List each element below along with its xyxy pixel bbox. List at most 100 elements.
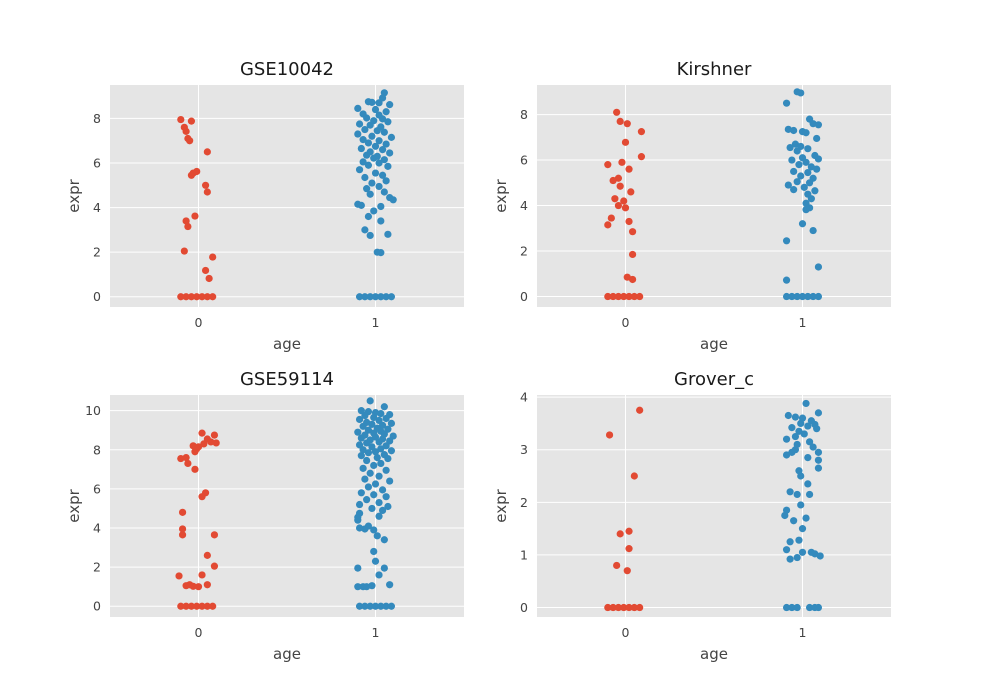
data-point [782, 276, 791, 284]
data-point [368, 132, 376, 140]
data-point [375, 472, 383, 480]
plot-area [537, 85, 891, 307]
series-group-1 [781, 399, 824, 612]
data-point [786, 143, 794, 152]
data-point [628, 275, 637, 284]
plot-area [110, 85, 464, 307]
data-point [814, 121, 823, 129]
data-point [368, 98, 376, 106]
data-point [193, 602, 201, 610]
data-point [616, 117, 624, 125]
data-point [387, 293, 396, 301]
data-point [187, 117, 196, 125]
data-point [177, 293, 185, 301]
data-point [377, 202, 385, 211]
data-point [355, 524, 364, 532]
data-point [788, 424, 796, 432]
data-point [354, 564, 362, 572]
chart-title: GSE59114 [240, 369, 334, 390]
data-point [354, 583, 362, 591]
data-point [210, 562, 219, 570]
y-tick-label: 4 [93, 200, 101, 215]
x-tick-label: 0 [622, 625, 630, 640]
x-axis-label: age [700, 645, 728, 663]
data-point [607, 214, 615, 222]
data-point [382, 140, 390, 148]
data-point [178, 531, 187, 539]
data-point [198, 293, 206, 301]
data-point [368, 504, 376, 513]
data-point [790, 126, 798, 135]
data-point [366, 231, 374, 240]
subplot-1: 0 2 4 6 8 0 1 GSE10042 age expr [65, 59, 464, 353]
y-tick-label: 3 [520, 442, 528, 457]
data-point [614, 603, 623, 612]
data-point [795, 427, 803, 435]
data-point [182, 602, 190, 610]
data-point [354, 516, 362, 524]
y-tick-label: 4 [520, 198, 528, 213]
data-point [805, 179, 814, 187]
chart-title: Grover_c [674, 369, 754, 390]
data-point [387, 602, 396, 610]
data-point [790, 167, 798, 176]
series-group-0 [604, 406, 644, 612]
data-point [804, 168, 812, 177]
data-point [623, 567, 631, 575]
data-point [628, 228, 637, 236]
data-point [363, 456, 371, 465]
data-point [375, 182, 383, 191]
data-point [636, 292, 644, 301]
data-point [189, 582, 197, 590]
data-point [198, 493, 206, 501]
data-point [194, 583, 203, 591]
data-point [177, 602, 185, 610]
data-point [357, 489, 365, 497]
data-point [616, 530, 624, 538]
data-point [630, 603, 638, 612]
data-point [178, 525, 187, 533]
data-point [805, 490, 814, 499]
data-point [354, 104, 362, 113]
data-point [811, 187, 819, 195]
data-point [814, 603, 823, 612]
data-point [359, 136, 367, 144]
data-point [370, 413, 378, 422]
y-tick-label: 0 [520, 289, 528, 304]
data-point [363, 185, 371, 193]
data-point [793, 553, 801, 562]
data-point [184, 222, 192, 231]
data-point [378, 115, 387, 123]
data-point [814, 263, 823, 271]
data-point [191, 465, 199, 473]
data-point [386, 149, 394, 157]
data-point [384, 502, 392, 511]
data-point [191, 212, 199, 220]
data-point [625, 545, 633, 553]
data-point [795, 536, 803, 544]
data-point [793, 292, 801, 301]
chart-title: GSE10042 [240, 59, 334, 80]
subplot-3: 0 2 4 6 8 10 0 1 GSE59114 age expr [65, 369, 464, 663]
data-point [813, 425, 821, 433]
x-tick-label: 1 [372, 315, 380, 330]
data-point [807, 195, 815, 203]
data-point [604, 603, 612, 612]
data-point [387, 133, 396, 141]
data-point [375, 498, 383, 507]
data-point [370, 526, 378, 534]
data-point [209, 253, 217, 261]
y-axis-label: expr [492, 488, 510, 522]
data-point [809, 292, 817, 301]
data-point [804, 292, 812, 301]
data-point [386, 101, 394, 109]
data-point [380, 564, 388, 572]
data-point [198, 571, 206, 579]
data-point [361, 525, 369, 533]
data-point [793, 603, 801, 612]
data-point [180, 247, 188, 255]
data-point [187, 293, 196, 301]
data-point [368, 582, 376, 590]
data-point [184, 459, 192, 468]
data-point [359, 158, 367, 166]
